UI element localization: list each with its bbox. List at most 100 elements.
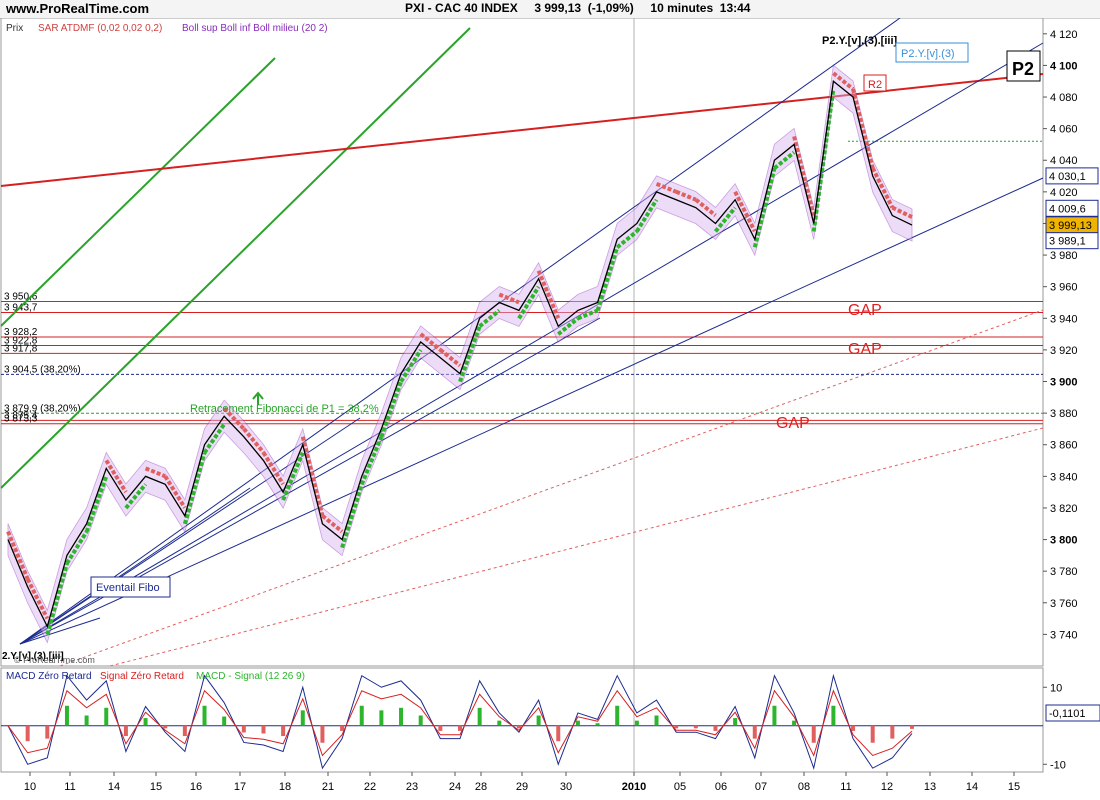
- legend-prix: Prix: [6, 23, 23, 34]
- y-tick-label: 4 040: [1050, 155, 1078, 167]
- sar-segment: [242, 427, 266, 454]
- macd-hist-bar: [851, 725, 856, 731]
- sar-segment: [163, 475, 187, 509]
- y-tick-label: 3 920: [1050, 345, 1078, 357]
- macd-hist-bar: [202, 705, 207, 726]
- sar-segment: [615, 229, 639, 249]
- x-tick-label: 17: [234, 781, 246, 793]
- macd-hist-bar: [359, 705, 364, 726]
- macd-hist-bar: [595, 723, 600, 726]
- macd-hist-bar: [379, 710, 384, 726]
- macd-y-label: 10: [1050, 682, 1062, 694]
- x-tick-label: 11: [64, 781, 75, 793]
- sar-segment: [340, 483, 364, 549]
- sar-segment: [321, 514, 344, 534]
- eventail-box[interactable]: [90, 576, 171, 598]
- x-tick-label: 28: [475, 781, 487, 793]
- macd-hist-bar: [674, 725, 679, 729]
- x-tick-label: 06: [715, 781, 727, 793]
- wave-low-label: 2.Y.[v].(3).[iii]: [2, 651, 64, 662]
- fibo-fan-line[interactable]: [19, 177, 1044, 645]
- fibo-fan-line[interactable]: [19, 42, 1044, 645]
- fibo-fan-line[interactable]: [19, 18, 901, 645]
- r2-label: R2: [868, 79, 882, 91]
- price-tag: [1045, 167, 1099, 185]
- x-tick-label: 08: [798, 781, 810, 793]
- macd-hist-bar: [713, 725, 718, 731]
- macd-hist-bar: [143, 718, 148, 726]
- sar-segment: [694, 198, 717, 218]
- wave-box[interactable]: [895, 42, 969, 63]
- y-tick-label: 4 080: [1050, 92, 1078, 104]
- macd-hist-bar: [870, 725, 875, 743]
- x-tick-label: 21: [322, 781, 334, 793]
- bollinger-band[interactable]: [7, 64, 913, 644]
- macd-hist-bar: [163, 725, 168, 729]
- y-tick-label: 3 940: [1050, 313, 1078, 325]
- red-trendline[interactable]: [0, 73, 1044, 187]
- sar-segment: [870, 167, 895, 209]
- fibo-fan-line[interactable]: [19, 617, 101, 645]
- level-label: 3 875,4: [4, 410, 38, 421]
- level-label: 3 943,7: [4, 302, 38, 313]
- green-trendline[interactable]: [0, 27, 471, 489]
- level-label: 3 922,8: [4, 335, 38, 346]
- y-tick-label: 4 020: [1050, 187, 1078, 199]
- macd-hist-bar: [340, 725, 345, 731]
- gap-label: GAP: [848, 302, 882, 319]
- legend-signal: Signal Zéro Retard: [100, 671, 184, 682]
- price-line[interactable]: [7, 79, 913, 629]
- macd-value-tag: [1045, 704, 1100, 722]
- sar-segment: [379, 380, 403, 438]
- wave-label-box: P2.Y.[v].(3): [901, 48, 955, 60]
- site-name[interactable]: www.ProRealTime.com: [6, 1, 150, 16]
- macd-hist-bar: [418, 715, 423, 726]
- sar-segment: [498, 292, 520, 305]
- price-chart[interactable]: 3 950,63 943,7 3 928,23 922,83 917,8 3 904…: [0, 18, 1100, 800]
- x-tick-label: 14: [108, 781, 120, 793]
- sar-segment: [832, 71, 855, 91]
- gap-label: GAP: [848, 341, 882, 358]
- sar-segment: [25, 578, 50, 620]
- price-tag-label: 3 999,13: [1049, 220, 1092, 232]
- price-tag-label: 4 030,1: [1049, 171, 1086, 183]
- macd-hist-bar: [399, 707, 404, 726]
- arrow-up-icon: [252, 391, 264, 405]
- sar-segment: [281, 451, 305, 501]
- x-tick-label: 14: [966, 781, 978, 793]
- macd-hist-bar: [84, 715, 89, 726]
- sar-segment: [222, 406, 246, 431]
- sar-segment: [359, 436, 384, 486]
- macd-hist-bar: [281, 725, 286, 737]
- macd-hist-bar: [320, 725, 325, 743]
- x-tick-label: 30: [560, 781, 572, 793]
- x-tick-label: 23: [406, 781, 418, 793]
- macd-hist-bar: [556, 725, 561, 742]
- x-tick-label: 10: [24, 781, 36, 793]
- macd-hist-bar: [910, 725, 914, 729]
- level-label: 3 879,9 (38,20%): [4, 403, 81, 414]
- sar-segment: [635, 198, 659, 233]
- r2-box[interactable]: [863, 74, 887, 92]
- fibo-fan-line[interactable]: [19, 487, 251, 645]
- price-tag: [1045, 232, 1099, 250]
- macd-hist-bar: [241, 725, 246, 733]
- dotted-fan-line[interactable]: [59, 309, 1044, 667]
- macd-hist-bar: [123, 725, 128, 737]
- macd-hist-bar: [182, 725, 187, 737]
- sar-segment: [124, 483, 148, 510]
- macd-hist-bar: [654, 715, 659, 726]
- y-tick-label: 4 100: [1050, 60, 1078, 72]
- title-bar: www.ProRealTime.com PXI - CAC 40 INDEX 3…: [0, 0, 1100, 19]
- signal-line[interactable]: [7, 689, 913, 757]
- p2-box[interactable]: [1006, 50, 1041, 82]
- sar-segment: [792, 135, 816, 216]
- y-tick-label: 3 780: [1050, 566, 1078, 578]
- dotted-fan-line[interactable]: [109, 427, 1044, 667]
- sar-segment: [84, 475, 109, 533]
- green-trendline[interactable]: [0, 57, 276, 327]
- sar-segment: [557, 316, 580, 336]
- macd-hist-bar: [300, 710, 305, 726]
- y-tick-label: 3 900: [1050, 377, 1078, 389]
- price-tag-label: 4 009,6: [1049, 203, 1086, 215]
